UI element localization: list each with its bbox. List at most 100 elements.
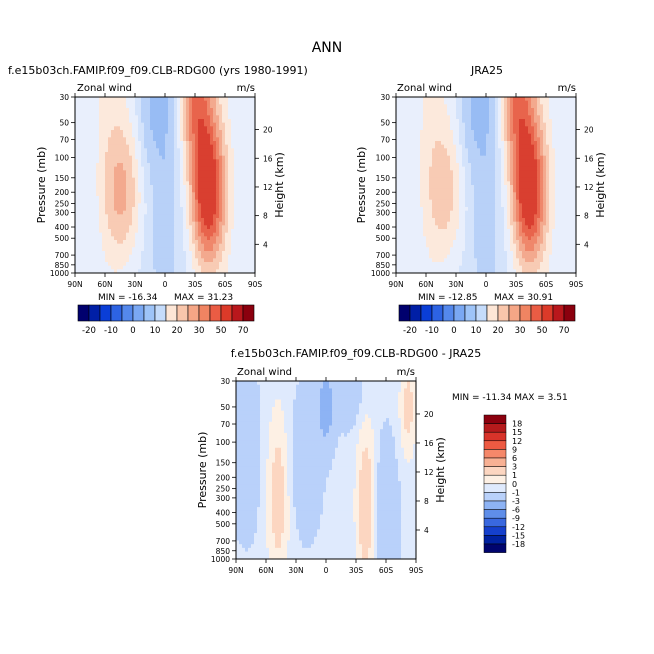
field-cell <box>213 214 217 219</box>
field-cell <box>465 192 469 197</box>
field-cell <box>129 199 133 204</box>
labelbar-box <box>231 304 244 322</box>
field-cell <box>252 258 256 263</box>
field-cell <box>549 133 553 138</box>
field-cell <box>225 122 229 127</box>
field-cell <box>165 144 169 149</box>
field-cell <box>561 159 565 164</box>
field-cell <box>180 181 184 186</box>
field-cell <box>537 104 541 109</box>
field-cell <box>558 174 562 179</box>
field-cell <box>87 243 91 248</box>
field-cell <box>495 126 499 131</box>
field-cell <box>417 218 421 223</box>
field-cell <box>558 170 562 175</box>
field-cell <box>438 218 442 223</box>
field-cell <box>471 108 475 113</box>
field-cell <box>219 203 223 208</box>
field-cell <box>399 170 403 175</box>
field-cell <box>528 133 532 138</box>
field-cell <box>456 163 460 168</box>
field-cell <box>519 111 523 116</box>
field-cell <box>234 207 238 212</box>
field-cell <box>441 181 445 186</box>
field-cell <box>132 269 136 274</box>
field-cell <box>546 207 550 212</box>
field-cell <box>105 218 109 223</box>
field-cell <box>435 192 439 197</box>
field-cell <box>546 108 550 113</box>
field-cell <box>216 232 220 237</box>
field-cell <box>114 254 118 259</box>
field-cell <box>213 181 217 186</box>
field-cell <box>549 174 553 179</box>
field-cell <box>432 100 436 105</box>
field-cell <box>90 137 94 142</box>
field-cell <box>237 122 241 127</box>
field-cell <box>435 218 439 223</box>
field-cell <box>225 100 229 105</box>
field-cell <box>93 159 97 164</box>
field-cell <box>405 210 409 215</box>
field-cell <box>138 159 142 164</box>
field-cell <box>93 196 97 201</box>
field-cell <box>231 188 235 193</box>
field-cell <box>216 196 220 201</box>
field-cell <box>453 199 457 204</box>
field-cell <box>465 108 469 113</box>
field-cell <box>558 111 562 116</box>
field-cell <box>489 159 493 164</box>
field-cell <box>177 185 181 190</box>
field-cell <box>141 207 145 212</box>
field-cell <box>213 192 217 197</box>
field-cell <box>138 229 142 234</box>
field-cell <box>216 181 220 186</box>
y-tick-label: 1000 <box>50 269 69 278</box>
field-cell <box>243 188 247 193</box>
field-cell <box>123 196 127 201</box>
field-cell <box>195 258 199 263</box>
field-cell <box>465 155 469 160</box>
field-cell <box>480 104 484 109</box>
field-cell <box>411 115 415 120</box>
field-cell <box>447 130 451 135</box>
field-cell <box>189 254 193 259</box>
field-cell <box>432 199 436 204</box>
field-cell <box>204 218 208 223</box>
field-cell <box>108 144 112 149</box>
field-cell <box>135 122 139 127</box>
field-cell <box>519 203 523 208</box>
field-cell <box>405 133 409 138</box>
field-cell <box>519 148 523 153</box>
field-cell <box>573 159 577 164</box>
field-cell <box>180 265 184 270</box>
field-cell <box>492 196 496 201</box>
field-cell <box>99 144 103 149</box>
field-cell <box>213 258 217 263</box>
field-cell <box>138 163 142 168</box>
field-cell <box>234 155 238 160</box>
field-cell <box>75 174 79 179</box>
field-cell <box>84 111 88 116</box>
field-cell <box>228 148 232 153</box>
field-cell <box>453 155 457 160</box>
field-cell <box>453 141 457 146</box>
field-cell <box>570 177 574 182</box>
field-cell <box>114 247 118 252</box>
field-cell <box>507 199 511 204</box>
field-cell <box>144 240 148 245</box>
field-cell <box>129 221 133 226</box>
field-cell <box>219 119 223 124</box>
field-cell <box>399 166 403 171</box>
field-cell <box>84 243 88 248</box>
field-cell <box>213 159 217 164</box>
field-cell <box>435 144 439 149</box>
field-cell <box>447 115 451 120</box>
field-cell <box>174 185 178 190</box>
field-cell <box>252 115 256 120</box>
field-cell <box>450 141 454 146</box>
field-cell <box>558 152 562 157</box>
field-cell <box>417 97 421 102</box>
field-cell <box>93 104 97 109</box>
field-cell <box>501 104 505 109</box>
